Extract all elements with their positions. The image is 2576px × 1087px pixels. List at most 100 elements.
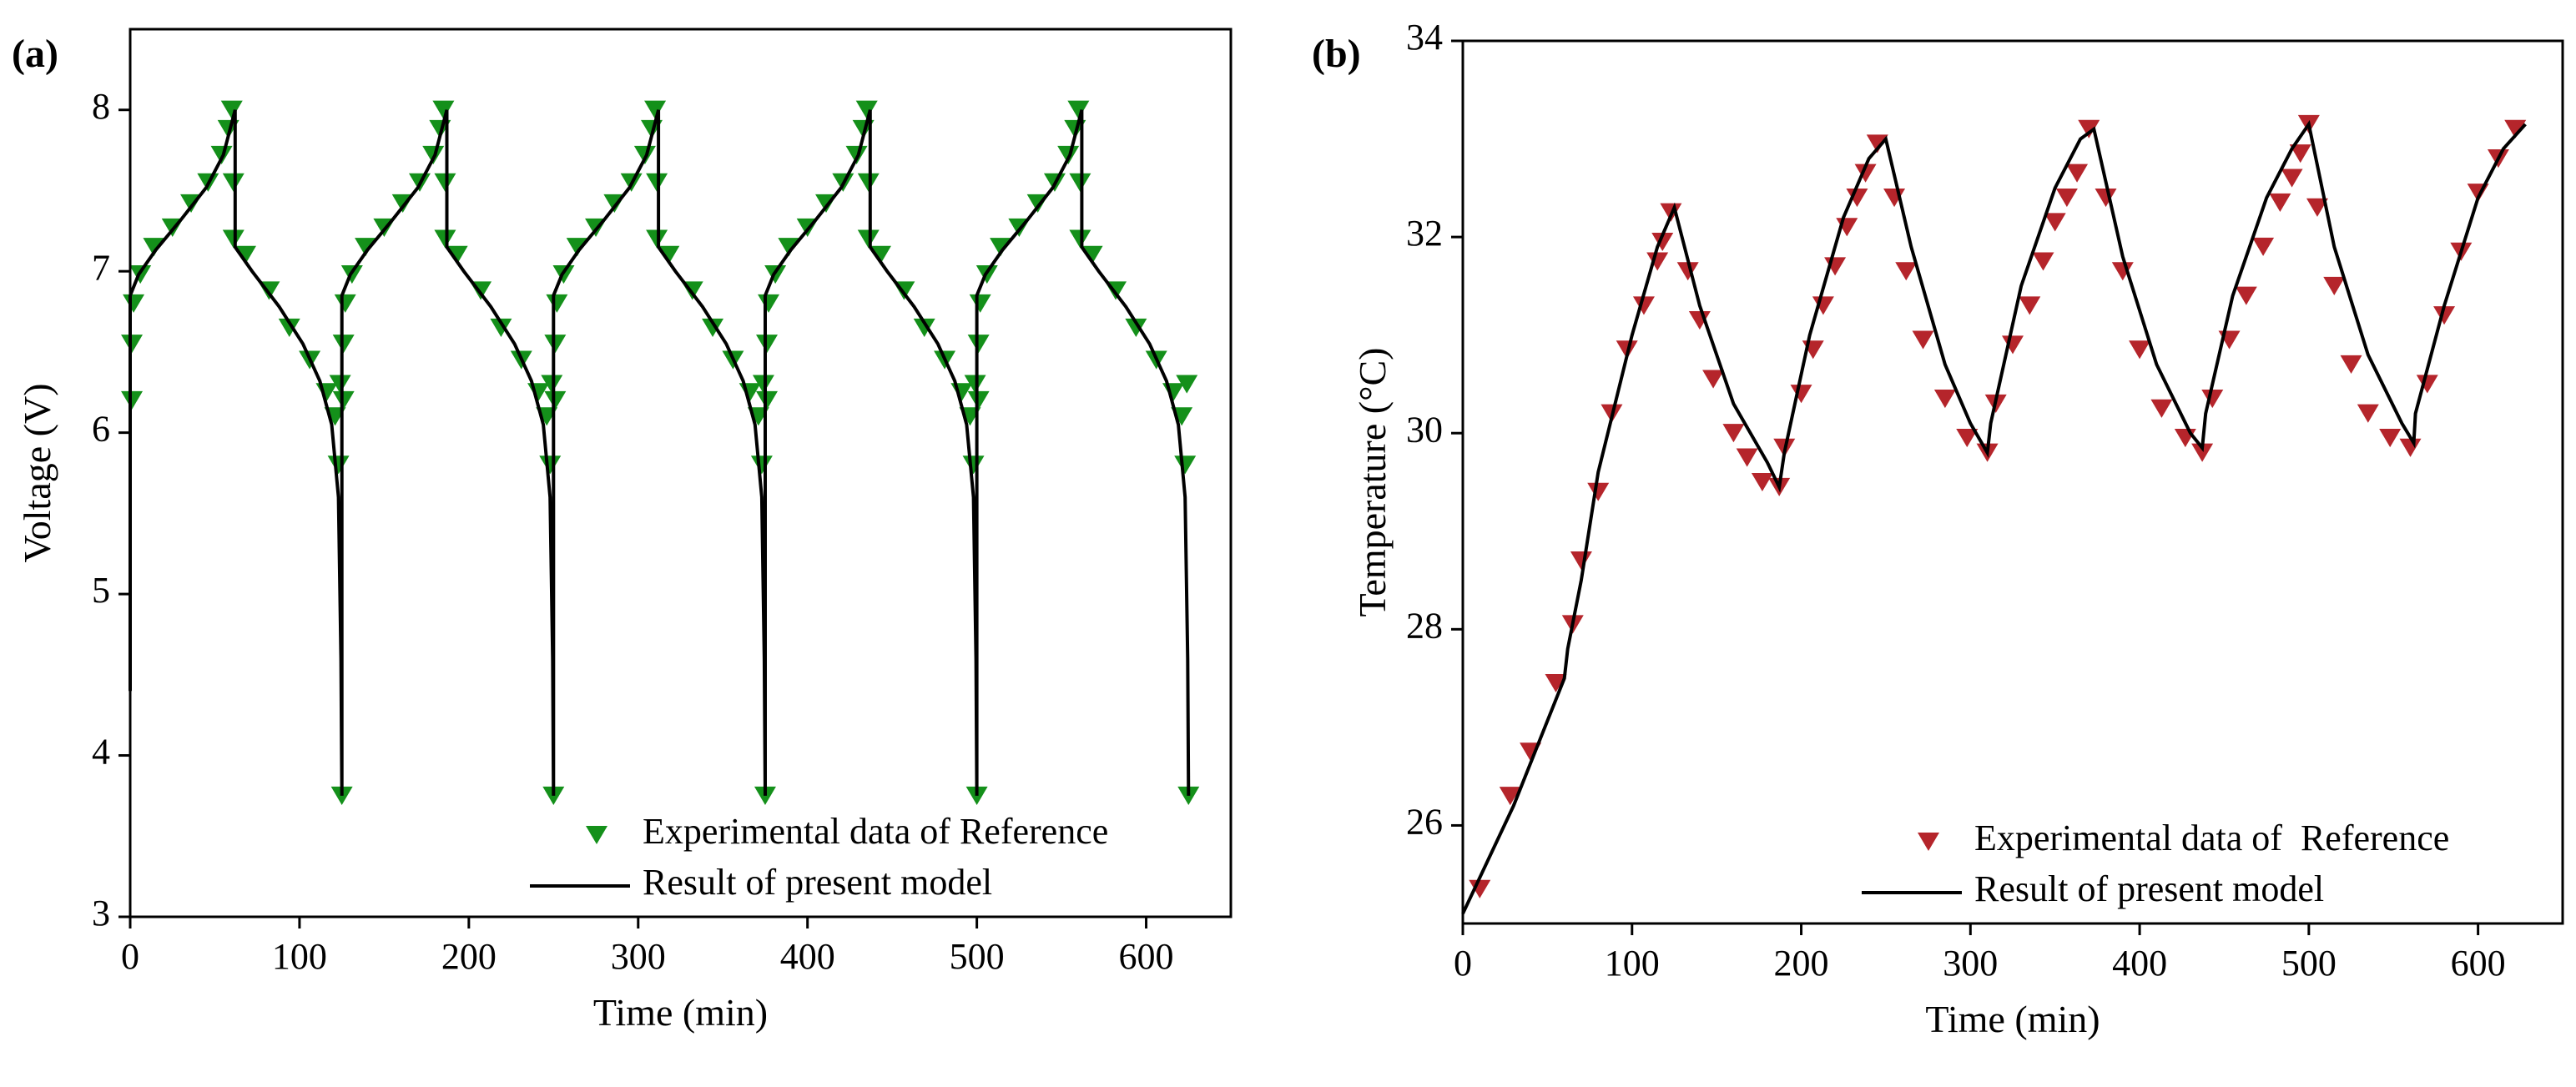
- data-point: [222, 229, 244, 249]
- data-point: [1866, 134, 1888, 153]
- data-point: [1933, 390, 1956, 409]
- data-point: [2289, 144, 2311, 164]
- data-point: [1912, 330, 1934, 350]
- data-point: [1651, 232, 1674, 252]
- data-point: [962, 455, 985, 475]
- data-point: [2111, 262, 2134, 281]
- data-point: [754, 786, 776, 805]
- data-point: [278, 318, 300, 337]
- legend-label: Result of present model: [643, 862, 992, 903]
- data-point: [646, 229, 668, 249]
- data-point: [542, 786, 565, 805]
- x-tick-label: 0: [121, 936, 139, 977]
- data-point: [1854, 164, 1877, 183]
- y-axis-label: Voltage (V): [16, 383, 58, 562]
- data-point: [1587, 482, 1610, 501]
- data-point: [355, 238, 377, 257]
- data-point: [121, 390, 144, 410]
- data-point: [2379, 429, 2402, 448]
- data-point: [965, 786, 988, 805]
- data-point: [2201, 390, 2224, 409]
- data-point: [778, 238, 800, 257]
- plot-frame: [129, 28, 1233, 918]
- x-tick-label: 200: [441, 936, 497, 977]
- data-point: [1499, 787, 1521, 806]
- data-point: [434, 229, 456, 249]
- data-point: [1469, 879, 1491, 898]
- data-point: [969, 294, 991, 313]
- data-point: [857, 173, 880, 192]
- x-tick-label: 0: [1454, 943, 1472, 984]
- data-point: [855, 100, 878, 119]
- data-point: [121, 335, 144, 354]
- model-line: [1461, 119, 2527, 915]
- data-point: [1688, 310, 1711, 330]
- data-point: [2019, 296, 2041, 315]
- data-point: [234, 245, 256, 264]
- data-point: [143, 238, 165, 257]
- x-tick-label: 300: [611, 936, 666, 977]
- data-point: [702, 318, 724, 337]
- data-point: [432, 100, 455, 119]
- data-point: [1846, 189, 1868, 208]
- data-point: [2002, 335, 2024, 355]
- data-point: [1722, 424, 1745, 443]
- panel-label: (a): [12, 32, 58, 76]
- data-point: [2191, 443, 2214, 462]
- data-point: [1162, 383, 1185, 402]
- legend-label: Experimental data of Reference: [1974, 818, 2449, 858]
- data-point: [434, 173, 456, 192]
- x-tick-label: 100: [1605, 943, 1660, 984]
- data-point: [2044, 213, 2066, 232]
- data-point: [446, 245, 468, 264]
- data-point: [644, 100, 667, 119]
- x-tick-label: 200: [1774, 943, 1829, 984]
- data-point: [123, 294, 145, 313]
- legend-label: Experimental data of Reference: [643, 811, 1108, 852]
- data-point: [544, 335, 567, 354]
- data-point: [2129, 340, 2151, 360]
- data-point: [490, 318, 512, 337]
- data-point: [658, 245, 680, 264]
- data-point: [329, 375, 351, 394]
- data-point: [1736, 448, 1758, 467]
- data-point: [752, 375, 774, 394]
- x-tick-label: 600: [2451, 943, 2506, 984]
- data-point: [646, 173, 668, 192]
- legend-marker: [1918, 832, 1939, 852]
- data-point: [2032, 252, 2054, 271]
- data-point: [2323, 276, 2346, 295]
- data-point: [2066, 164, 2089, 183]
- data-point: [539, 455, 562, 475]
- x-axis-label: Time (min): [1925, 998, 2100, 1040]
- data-point: [1790, 385, 1812, 404]
- data-point: [544, 390, 567, 410]
- data-point: [546, 294, 568, 313]
- data-point: [2433, 306, 2456, 325]
- data-point: [1176, 375, 1198, 394]
- data-point: [2399, 438, 2422, 457]
- legend-label: Result of present model: [1974, 868, 2324, 909]
- data-point: [758, 294, 780, 313]
- data-point: [1895, 262, 1918, 281]
- data-point: [2235, 286, 2257, 305]
- plot-frame: [1461, 39, 2564, 925]
- data-point: [2150, 399, 2173, 418]
- y-tick-label: 32: [1406, 213, 1443, 254]
- data-point: [2357, 404, 2379, 423]
- x-tick-label: 400: [780, 936, 835, 977]
- data-point: [2281, 169, 2303, 188]
- data-point: [1676, 262, 1699, 281]
- data-point: [964, 375, 986, 394]
- data-point: [1632, 296, 1655, 315]
- data-point: [1174, 455, 1197, 475]
- data-point: [2252, 237, 2275, 256]
- y-axis-label: Temperature (°C): [1351, 348, 1394, 617]
- y-tick-label: 5: [92, 570, 110, 611]
- data-point: [967, 335, 990, 354]
- data-point: [1751, 472, 1773, 492]
- data-point: [913, 318, 935, 337]
- x-tick-label: 500: [950, 936, 1005, 977]
- x-axis-label: Time (min): [593, 991, 768, 1034]
- model-line: [129, 109, 1191, 796]
